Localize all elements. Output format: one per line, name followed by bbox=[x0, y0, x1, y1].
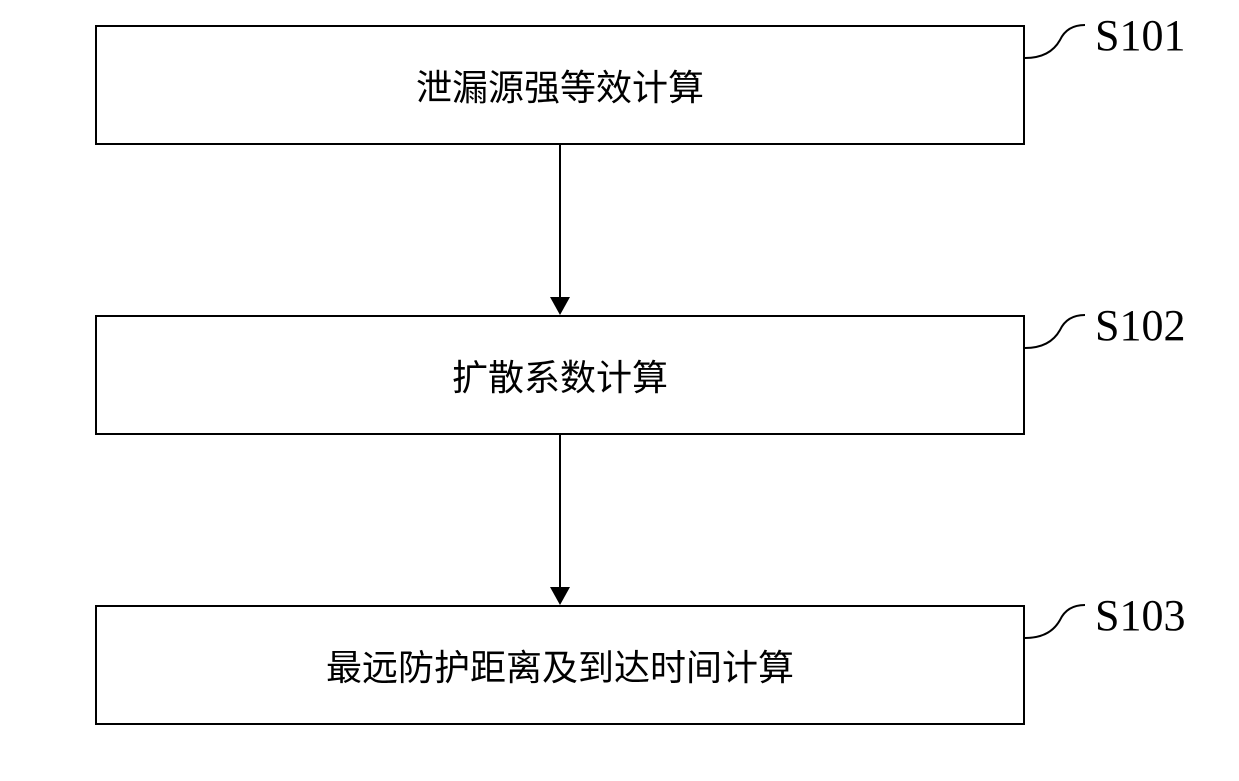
step-box-s101: 泄漏源强等效计算 bbox=[95, 25, 1025, 145]
label-curve-s102 bbox=[1025, 310, 1095, 370]
connector-line-1 bbox=[559, 145, 561, 297]
step-text: 最远防护距离及到达时间计算 bbox=[326, 639, 794, 691]
step-text: 扩散系数计算 bbox=[452, 349, 668, 401]
arrow-head-2 bbox=[550, 587, 570, 605]
step-label-s101: S101 bbox=[1095, 10, 1185, 61]
arrow-head-1 bbox=[550, 297, 570, 315]
connector-line-2 bbox=[559, 435, 561, 587]
step-text: 泄漏源强等效计算 bbox=[416, 59, 704, 111]
label-curve-s103 bbox=[1025, 600, 1095, 660]
step-box-s103: 最远防护距离及到达时间计算 bbox=[95, 605, 1025, 725]
step-box-s102: 扩散系数计算 bbox=[95, 315, 1025, 435]
step-label-s102: S102 bbox=[1095, 300, 1185, 351]
step-label-s103: S103 bbox=[1095, 590, 1185, 641]
flowchart-container: 泄漏源强等效计算 S101 扩散系数计算 S102 最远防护距离及到达时间计算 … bbox=[0, 0, 1239, 781]
label-curve-s101 bbox=[1025, 20, 1095, 80]
